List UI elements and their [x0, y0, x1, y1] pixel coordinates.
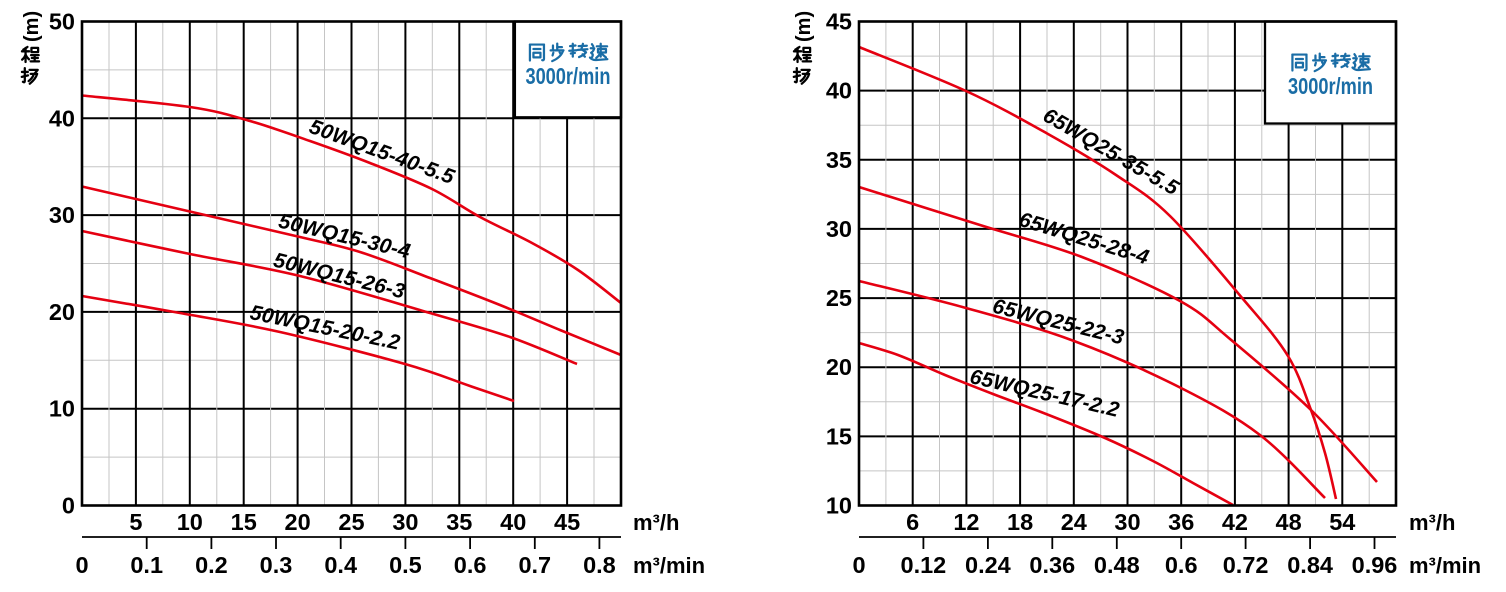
svg-text:0.6: 0.6: [1165, 552, 1198, 578]
svg-text:10: 10: [49, 396, 75, 422]
svg-text:0.72: 0.72: [1223, 552, 1269, 578]
svg-text:0.6: 0.6: [454, 552, 487, 578]
svg-text:0.7: 0.7: [518, 552, 551, 578]
svg-text:65WQ25-35-5.5: 65WQ25-35-5.5: [1039, 104, 1183, 200]
svg-text:48: 48: [1276, 509, 1302, 535]
svg-text:35: 35: [446, 509, 472, 535]
svg-text:25: 25: [338, 509, 364, 535]
svg-text:40: 40: [49, 105, 75, 131]
svg-text:36: 36: [1168, 509, 1194, 535]
svg-text:5: 5: [129, 509, 142, 535]
svg-text:65WQ25-22-3: 65WQ25-22-3: [990, 295, 1126, 350]
svg-text:10: 10: [177, 509, 203, 535]
svg-text:45: 45: [554, 509, 580, 535]
svg-text:0: 0: [852, 552, 865, 578]
svg-text:30: 30: [826, 216, 852, 242]
svg-text:42: 42: [1222, 509, 1248, 535]
svg-text:30: 30: [49, 202, 75, 228]
svg-text:50WQ15-40-5.5: 50WQ15-40-5.5: [306, 115, 457, 189]
svg-text:35: 35: [826, 147, 852, 173]
svg-text:50WQ15-20-2.2: 50WQ15-20-2.2: [248, 301, 402, 354]
svg-text:24: 24: [1061, 509, 1087, 535]
svg-text:10: 10: [826, 493, 852, 519]
svg-text:m³/min: m³/min: [633, 553, 705, 578]
svg-text:(m): (m): [21, 11, 43, 42]
svg-text:20: 20: [49, 299, 75, 325]
svg-text:0.48: 0.48: [1094, 552, 1140, 578]
svg-text:3000r/min: 3000r/min: [1288, 73, 1373, 99]
svg-text:0.84: 0.84: [1287, 552, 1333, 578]
svg-text:m³/h: m³/h: [633, 510, 679, 535]
svg-text:54: 54: [1329, 509, 1355, 535]
svg-text:30: 30: [392, 509, 418, 535]
svg-text:0.8: 0.8: [583, 552, 616, 578]
svg-text:40: 40: [826, 78, 852, 104]
svg-text:0.3: 0.3: [260, 552, 293, 578]
svg-text:0: 0: [62, 493, 75, 519]
svg-text:20: 20: [826, 354, 852, 380]
svg-text:6: 6: [906, 509, 919, 535]
svg-text:45: 45: [826, 9, 852, 35]
svg-text:m³/h: m³/h: [1409, 510, 1455, 535]
svg-text:12: 12: [953, 509, 979, 535]
svg-text:0.5: 0.5: [389, 552, 422, 578]
svg-text:20: 20: [285, 509, 311, 535]
svg-text:0.1: 0.1: [130, 552, 163, 578]
svg-text:0.12: 0.12: [901, 552, 947, 578]
svg-text:0.4: 0.4: [324, 552, 357, 578]
svg-text:30: 30: [1114, 509, 1140, 535]
svg-text:50: 50: [49, 9, 75, 35]
svg-text:0.24: 0.24: [965, 552, 1011, 578]
svg-text:15: 15: [826, 423, 852, 449]
svg-text:25: 25: [826, 285, 852, 311]
svg-text:18: 18: [1007, 509, 1033, 535]
svg-text:0: 0: [75, 552, 88, 578]
svg-text:0.2: 0.2: [195, 552, 228, 578]
svg-text:15: 15: [231, 509, 257, 535]
svg-text:0.36: 0.36: [1029, 552, 1075, 578]
svg-text:0.96: 0.96: [1352, 552, 1398, 578]
svg-text:65WQ25-28-4: 65WQ25-28-4: [1016, 208, 1152, 269]
svg-text:40: 40: [500, 509, 526, 535]
svg-text:(m): (m): [793, 11, 815, 42]
svg-text:3000r/min: 3000r/min: [525, 63, 610, 89]
svg-text:m³/min: m³/min: [1409, 553, 1481, 578]
